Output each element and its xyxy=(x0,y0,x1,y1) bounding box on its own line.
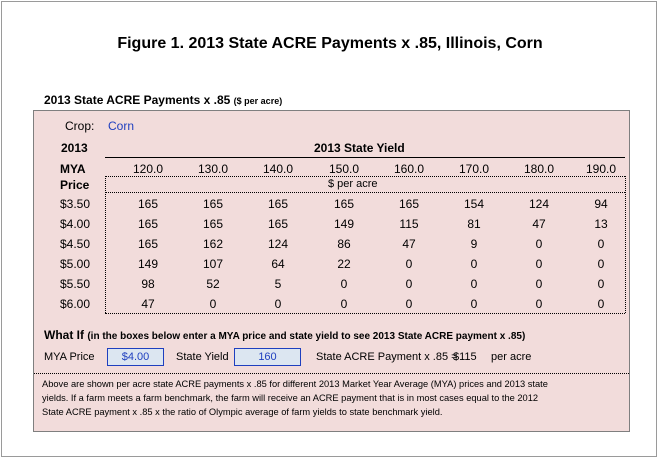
table-cell: 165 xyxy=(267,197,289,211)
column-divider xyxy=(105,176,625,177)
table-cell: 94 xyxy=(594,197,608,211)
table-cell: 13 xyxy=(594,217,608,231)
table-cell: 165 xyxy=(137,237,159,251)
mya-header: MYA xyxy=(60,162,86,176)
section-subtitle: ($ per acre) xyxy=(233,96,283,106)
table-cell: 0 xyxy=(535,237,543,251)
table-cell: 0 xyxy=(405,257,413,271)
figure-title: Figure 1. 2013 State ACRE Payments x .85… xyxy=(117,35,543,52)
row-price: $4.00 xyxy=(60,217,91,231)
table-cell: 0 xyxy=(405,297,413,311)
col-header: 150.0 xyxy=(328,162,360,176)
state-yield-label: State Yield xyxy=(176,351,229,363)
table-cell: 0 xyxy=(470,257,478,271)
footnote-line: Above are shown per acre state ACRE paym… xyxy=(42,379,548,389)
col-header: 140.0 xyxy=(262,162,294,176)
unit-divider xyxy=(105,192,625,193)
table-cell: 0 xyxy=(597,237,605,251)
table-cell: 124 xyxy=(528,197,550,211)
table-left-border xyxy=(105,176,106,313)
table-cell: 47 xyxy=(402,237,416,251)
what-if-note: (in the boxes below enter a MYA price an… xyxy=(87,331,526,342)
table-cell: 165 xyxy=(137,197,159,211)
mya-price-label: MYA Price xyxy=(44,351,95,363)
year-label: 2013 xyxy=(61,141,88,155)
table-cell: 52 xyxy=(206,277,220,291)
table-cell: 0 xyxy=(535,257,543,271)
table-cell: 0 xyxy=(597,297,605,311)
col-header: 170.0 xyxy=(458,162,490,176)
table-cell: 64 xyxy=(271,257,285,271)
table-cell: 107 xyxy=(202,257,224,271)
footnote-divider xyxy=(34,373,629,374)
table-cell: 86 xyxy=(337,237,351,251)
row-price: $3.50 xyxy=(60,197,91,211)
table-cell: 149 xyxy=(137,257,159,271)
table-cell: 47 xyxy=(532,217,546,231)
table-cell: 149 xyxy=(333,217,355,231)
result-value: $115 xyxy=(453,351,477,363)
result-unit: per acre xyxy=(491,351,532,363)
unit-label: $ per acre xyxy=(328,178,378,190)
col-header: 130.0 xyxy=(197,162,229,176)
col-header: 190.0 xyxy=(585,162,617,176)
table-cell: 81 xyxy=(467,217,481,231)
col-header: 160.0 xyxy=(393,162,425,176)
table-cell: 124 xyxy=(267,237,289,251)
table-cell: 0 xyxy=(209,297,217,311)
table-cell: 165 xyxy=(202,197,224,211)
table-cell: 154 xyxy=(463,197,485,211)
result-label: State ACRE Payment x .85 = xyxy=(316,351,458,363)
row-price: $4.50 xyxy=(60,237,91,251)
table-cell: 0 xyxy=(470,297,478,311)
table-cell: 0 xyxy=(535,297,543,311)
crop-label: Crop: xyxy=(65,119,95,133)
table-cell: 162 xyxy=(202,237,224,251)
table-cell: 0 xyxy=(535,277,543,291)
table-cell: 0 xyxy=(597,277,605,291)
footnote: Above are shown per acre state ACRE paym… xyxy=(42,377,627,419)
what-if-title: What If xyxy=(44,328,84,342)
section-title: 2013 State ACRE Payments x .85 ($ per ac… xyxy=(44,93,282,107)
table-cell: 22 xyxy=(337,257,351,271)
table-cell: 115 xyxy=(399,217,419,231)
footnote-line: State ACRE payment x .85 x the ratio of … xyxy=(42,407,443,417)
row-price: $6.00 xyxy=(60,297,91,311)
table-cell: 165 xyxy=(137,217,159,231)
col-header: 180.0 xyxy=(523,162,555,176)
row-price: $5.50 xyxy=(60,277,91,291)
section-title-text: 2013 State ACRE Payments x .85 xyxy=(44,93,231,107)
row-price: $5.00 xyxy=(60,257,91,271)
table-cell: 0 xyxy=(470,277,478,291)
table-cell: 0 xyxy=(274,297,282,311)
table-right-border xyxy=(625,176,626,313)
what-if-heading: What If (in the boxes below enter a MYA … xyxy=(44,328,525,342)
table-cell: 165 xyxy=(333,197,355,211)
acre-panel xyxy=(33,110,630,432)
table-cell: 98 xyxy=(141,277,155,291)
table-cell: 0 xyxy=(405,277,413,291)
crop-value: Corn xyxy=(108,119,135,133)
table-cell: 5 xyxy=(274,277,282,291)
table-bottom-border xyxy=(105,313,625,314)
table-cell: 0 xyxy=(340,297,348,311)
table-cell: 47 xyxy=(141,297,155,311)
table-cell: 0 xyxy=(597,257,605,271)
price-header: Price xyxy=(60,178,90,192)
header-rule xyxy=(105,157,625,158)
state-yield-header: 2013 State Yield xyxy=(314,141,405,155)
table-cell: 165 xyxy=(202,217,224,231)
mya-price-input[interactable]: $4.00 xyxy=(107,348,164,366)
state-yield-input[interactable]: 160 xyxy=(234,348,301,366)
table-cell: 165 xyxy=(398,197,420,211)
table-cell: 0 xyxy=(340,277,348,291)
col-header: 120.0 xyxy=(132,162,164,176)
table-cell: 9 xyxy=(470,237,478,251)
footnote-line: yields. If a farm meets a farm benchmark… xyxy=(42,393,539,403)
table-cell: 165 xyxy=(267,217,289,231)
